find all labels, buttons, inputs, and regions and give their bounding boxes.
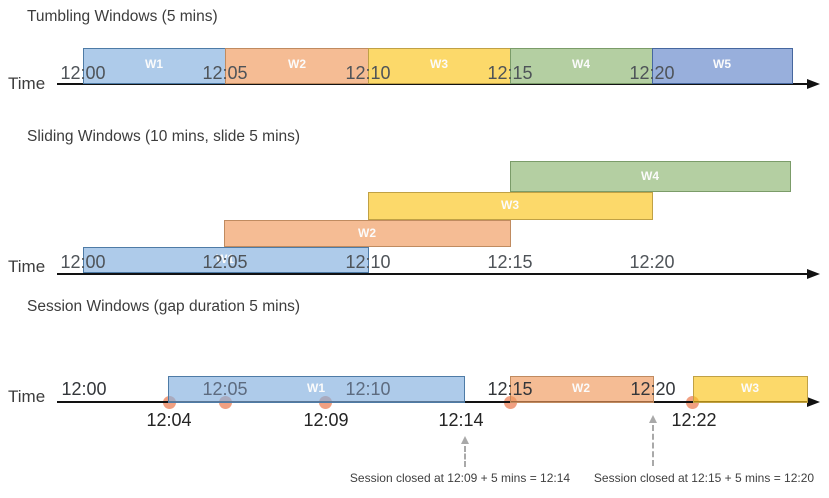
tick-label: 12:20	[630, 379, 676, 399]
tick-label: 12:15	[487, 63, 533, 83]
sliding-time-axis-label: Time	[8, 257, 46, 276]
tick-label: 12:05	[202, 63, 248, 83]
tick-label: 12:10	[345, 379, 391, 399]
sliding-window-w2	[224, 220, 511, 247]
tumbling-time-axis-label: Time	[8, 74, 46, 93]
window-label: W5	[713, 57, 731, 71]
session-close-annotation: Session closed at 12:09 + 5 mins = 12:14	[349, 471, 571, 485]
tick-label: 12:20	[629, 63, 675, 83]
window-label: W3	[501, 198, 519, 212]
session-close-annotation: Session closed at 12:15 + 5 mins = 12:20	[593, 471, 815, 485]
tumbling-window-w1	[83, 48, 226, 84]
tick-label: 12:10	[345, 63, 391, 83]
event-time-label: 12:04	[146, 410, 192, 430]
session-window-w3	[693, 376, 808, 403]
tumbling-window-w5	[652, 48, 793, 84]
tick-label: 12:00	[60, 252, 106, 272]
window-label: W1	[216, 252, 234, 266]
tumbling-window-w2	[225, 48, 369, 84]
up-arrow-icon	[649, 415, 657, 423]
dashed-line	[652, 425, 654, 466]
tick-label: 12:10	[345, 252, 391, 272]
event-time-label: 12:14	[438, 410, 484, 430]
window-label: W3	[741, 381, 759, 395]
tumbling-timeline-arrowhead-icon	[807, 79, 820, 89]
up-arrow-icon	[461, 436, 469, 444]
window-label: W4	[572, 57, 590, 71]
tumbling-timeline	[57, 83, 807, 85]
tick-label: 12:00	[61, 379, 107, 399]
window-label: W4	[641, 169, 659, 183]
tumbling-window-w4	[510, 48, 653, 84]
sliding-title: Sliding Windows (10 mins, slide 5 mins)	[27, 128, 301, 145]
sliding-window-w4	[510, 161, 791, 192]
session-window-w2	[510, 376, 654, 403]
tumbling-title: Tumbling Windows (5 mins)	[27, 8, 218, 25]
sliding-window-w3	[368, 192, 653, 220]
event-time-label: 12:22	[671, 410, 717, 430]
window-label: W3	[430, 57, 448, 71]
tick-label: 12:15	[487, 252, 533, 272]
event-time-label: 12:09	[303, 410, 349, 430]
window-label: W1	[145, 57, 163, 71]
tick-label: 12:00	[60, 63, 106, 83]
tick-label: 12:05	[202, 252, 248, 272]
session-timeline-arrowhead-icon	[807, 397, 820, 407]
window-label: W2	[358, 226, 376, 240]
window-label: W1	[307, 381, 325, 395]
sliding-timeline	[57, 273, 807, 275]
tick-label: 12:20	[629, 252, 675, 272]
dashed-line	[464, 446, 466, 467]
session-time-axis-label: Time	[8, 387, 46, 406]
tick-label: 12:15	[487, 379, 533, 399]
session-window-w1	[168, 376, 465, 403]
window-label: W2	[572, 381, 590, 395]
window-label: W2	[288, 57, 306, 71]
sliding-timeline-arrowhead-icon	[807, 269, 820, 279]
tick-label: 12:05	[202, 379, 248, 399]
sliding-window-w1	[83, 247, 369, 273]
session-title: Session Windows (gap duration 5 mins)	[27, 298, 301, 315]
